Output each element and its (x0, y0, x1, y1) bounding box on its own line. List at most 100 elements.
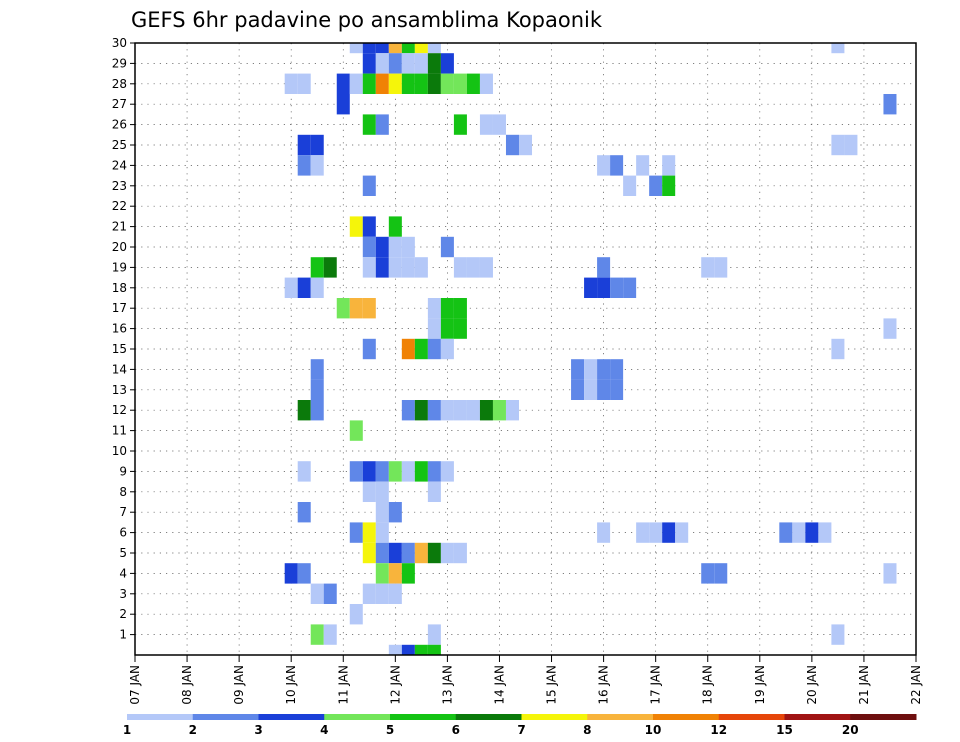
precip-cell (401, 53, 415, 74)
precip-cell (649, 522, 663, 543)
x-tick-label: 17 JAN (649, 665, 663, 705)
precip-cell (453, 257, 467, 278)
x-axis-date-ticks: 07 JAN 08 JAN 09 JAN 10 JAN 11 JAN 12 JAN 13 J… (128, 655, 923, 705)
precip-cell (662, 175, 676, 196)
precip-cell (597, 277, 611, 298)
precip-cell (310, 583, 324, 604)
precip-cell (388, 542, 402, 564)
precip-cell (362, 522, 376, 543)
precip-cell (701, 257, 715, 278)
y-tick-label: 10 (112, 444, 127, 458)
precip-cell (466, 73, 480, 94)
precip-cell (401, 338, 415, 360)
color-scale-label: 5 (386, 723, 394, 737)
precip-cell (414, 43, 428, 54)
x-tick-label: 13 JAN (440, 665, 454, 705)
precip-cell (323, 624, 337, 645)
precipitation-cells (284, 43, 897, 655)
color-scale-label: 8 (583, 723, 591, 737)
precip-cell (427, 481, 441, 502)
precip-cell (388, 236, 402, 258)
precip-cell (388, 53, 402, 74)
y-tick-label: 29 (112, 56, 127, 70)
precip-cell (297, 134, 311, 156)
precip-cell (362, 73, 376, 94)
precip-cell (297, 400, 311, 421)
precip-cell (427, 298, 441, 319)
precip-cell (440, 318, 454, 339)
precip-cell (610, 155, 624, 176)
y-tick-label: 16 (112, 322, 127, 336)
precip-cell (297, 73, 311, 94)
precip-cell (453, 73, 467, 94)
color-scale-swatch (324, 714, 391, 720)
y-tick-label: 19 (112, 260, 127, 274)
color-scale-label: 4 (320, 723, 328, 737)
precip-cell (297, 502, 311, 523)
precip-cell (453, 542, 467, 564)
y-tick-label: 8 (119, 485, 127, 499)
precip-cell (584, 359, 598, 380)
precip-cell (349, 73, 363, 94)
precip-cell (375, 114, 389, 135)
precip-cell (375, 236, 389, 258)
precip-cell (414, 461, 428, 482)
precip-cell (597, 257, 611, 278)
precip-cell (427, 461, 441, 482)
precip-cell (610, 277, 624, 298)
y-tick-label: 5 (119, 546, 127, 560)
precip-cell (883, 318, 897, 339)
precip-cell (388, 583, 402, 604)
color-scale-swatch (784, 714, 851, 720)
x-tick-label: 12 JAN (388, 665, 402, 705)
y-tick-label: 13 (112, 383, 127, 397)
precip-cell (440, 236, 454, 258)
precip-cell (375, 53, 389, 74)
precip-cell (349, 420, 363, 441)
y-tick-label: 1 (119, 628, 127, 642)
precip-cell (375, 461, 389, 482)
y-axis-member-ticks: 1234567891011121314151617181920212223242… (112, 36, 135, 642)
y-tick-label: 4 (119, 566, 127, 580)
precip-cell (414, 257, 428, 278)
precip-cell (401, 461, 415, 482)
precip-cell (375, 542, 389, 564)
color-scale-swatch (127, 714, 194, 720)
precip-cell (597, 155, 611, 176)
precip-cell (297, 155, 311, 176)
precip-cell (349, 522, 363, 543)
color-scale-label: 2 (189, 723, 197, 737)
precip-cell (427, 53, 441, 74)
precip-cell (597, 522, 611, 543)
precip-cell (492, 114, 506, 135)
precip-cell (401, 73, 415, 94)
precip-cell (831, 338, 845, 360)
precip-cell (401, 43, 415, 54)
precip-cell (479, 400, 493, 421)
x-tick-label: 09 JAN (232, 665, 246, 705)
x-tick-label: 10 JAN (284, 665, 298, 705)
precip-cell (323, 583, 337, 604)
color-scale-label: 3 (254, 723, 262, 737)
precip-cell (883, 563, 897, 584)
precip-cell (505, 134, 519, 156)
precip-cell (571, 379, 585, 400)
y-tick-label: 23 (112, 179, 127, 193)
precip-cell (571, 359, 585, 380)
color-scale-label: 1 (123, 723, 131, 737)
precip-cell (310, 155, 324, 176)
precip-cell (818, 522, 832, 543)
precip-cell (362, 298, 376, 319)
precip-cell (427, 400, 441, 421)
precip-cell (362, 481, 376, 502)
precip-cell (466, 257, 480, 278)
precip-cell (336, 94, 350, 115)
precip-cell (375, 522, 389, 543)
y-tick-label: 17 (112, 301, 127, 315)
precip-cell (375, 481, 389, 502)
precip-cell (349, 216, 363, 237)
y-tick-label: 9 (119, 464, 127, 478)
precip-cell (701, 563, 715, 584)
precip-cell (779, 522, 793, 543)
y-tick-label: 24 (112, 158, 127, 172)
